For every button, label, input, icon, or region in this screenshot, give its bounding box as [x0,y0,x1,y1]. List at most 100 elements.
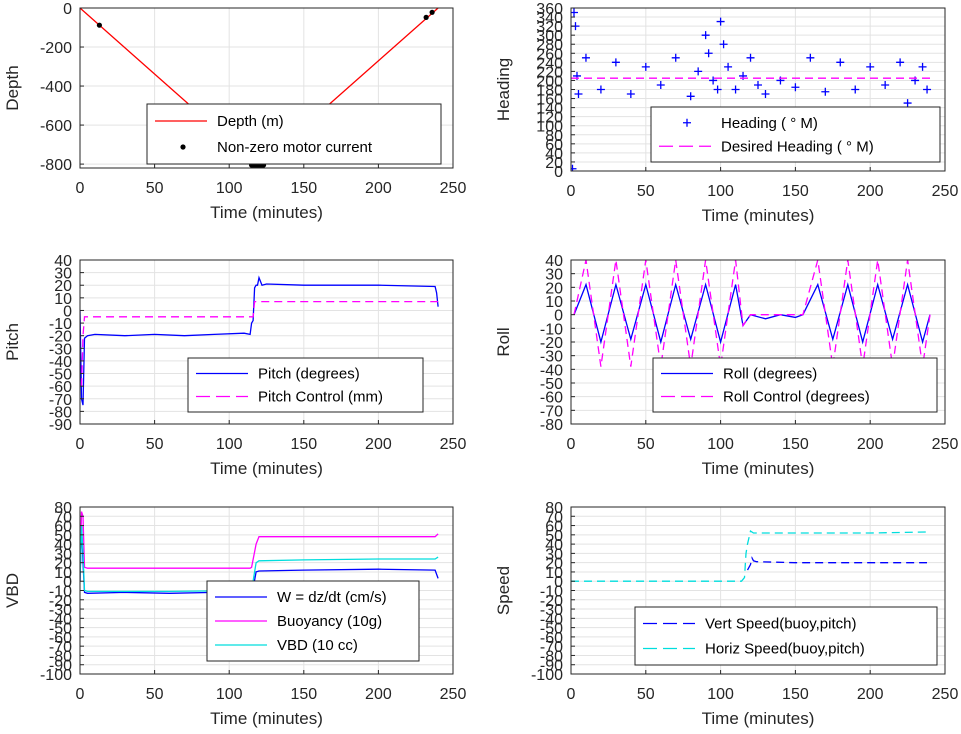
x-tick-label: 150 [782,686,809,703]
series-heading-m-point [713,85,722,94]
y-tick-label: -70 [540,639,563,656]
y-tick-label: 40 [545,537,563,554]
y-tick-label: 120 [536,110,563,127]
legend-item-non-zero-motor-current-swatch [180,144,186,150]
y-tick-label: -10 [49,584,72,601]
y-tick-label: -50 [540,376,563,393]
series-heading-m-point [626,90,635,99]
series-roll-control-degrees-line [573,260,931,367]
legend: Vert Speed(buoy,pitch) Horiz Speed(buoy,p… [634,606,938,666]
series-heading-m-point [596,85,605,94]
y-tick-label: -400 [40,79,72,96]
legend-item-non-zero-motor-current-label: Non-zero motor current [217,139,373,156]
y-tick-label: -40 [49,611,72,628]
legend-item-roll-degrees-label: Roll (degrees) [723,366,817,383]
legend-item-pitch-degrees-label: Pitch (degrees) [258,366,360,383]
y-tick-label: -100 [40,667,72,684]
y-tick-label: -40 [540,611,563,628]
legend: Pitch (degrees) Pitch Control (mm) [187,357,424,413]
axes-box [79,7,454,169]
legend-item-heading-m-swatch [683,118,691,127]
x-tick-label: 50 [146,180,164,197]
series-heading-m-point [701,31,710,40]
y-tick-label: 10 [54,291,72,308]
x-tick-label: 200 [857,183,884,200]
y-tick-label: -90 [540,658,563,675]
x-tick-label: 0 [76,686,85,703]
series-vert-speed-buoy-pitch-line [746,556,927,571]
series-heading-m-point [866,62,875,71]
y-tick-label: 80 [54,500,72,517]
series-heading-m-point [611,58,620,67]
y-tick-label: 10 [545,294,563,311]
y-tick-label: 260 [536,46,563,63]
series-group [571,530,928,582]
y-tick-label: 320 [536,19,563,36]
y-tick-label: -200 [40,40,72,57]
y-axis-label: Roll [494,327,513,356]
y-tick-label: -80 [540,648,563,665]
series-heading-m-point [851,85,860,94]
chart-heading: 0 50 100 150 200 2500204060801001201401601802… [494,1,958,225]
series-heading-m-point [724,62,733,71]
x-tick-label: 250 [932,436,959,453]
y-tick-label: -50 [540,621,563,638]
x-tick-label: 150 [782,183,809,200]
y-axis-label: Speed [494,566,513,615]
legend: W = dz/dt (cm/s) Buoyancy (10g) VBD (10 cc… [206,580,420,662]
series-heading-m-point [716,17,725,26]
x-tick-label: 100 [216,180,243,197]
y-axis-label: Heading [494,58,513,121]
series-heading-m-point [881,80,890,89]
series-heading-m-point [821,87,830,96]
series-heading-m-point [896,58,905,67]
legend-item-roll-control-degrees-label: Roll Control (degrees) [723,389,870,406]
y-tick-label: -60 [540,630,563,647]
legend-box [146,103,442,165]
series-heading-m-point [791,83,800,92]
y-tick-label: 0 [63,1,72,18]
chart-speed: 0 50 100 150 200 25080706050403020100-10-20-3… [494,500,958,728]
y-tick-label: 30 [545,267,563,284]
legend-box [634,606,938,666]
chart-vbd: 0 50 100 150 200 25080706050403020100-10-20-3… [3,500,466,728]
y-tick-label: -20 [540,593,563,610]
y-tick-label: 20 [545,556,563,573]
x-tick-label: 200 [365,180,392,197]
legend-box [652,357,938,413]
y-tick-label: 160 [536,92,563,109]
x-axis-label: Time (minutes) [210,459,323,478]
y-tick-label: 240 [536,55,563,72]
y-tick-label: -60 [49,630,72,647]
y-tick-label: -70 [540,403,563,420]
legend-item-horiz-speed-buoy-pitch-label: Horiz Speed(buoy,pitch) [705,641,865,658]
series-non-zero-motor-current-point [96,22,102,28]
y-tick-label: 20 [54,556,72,573]
y-tick-label: -100 [531,667,563,684]
y-tick-label: 20 [545,155,563,172]
y-tick-label: 0 [63,574,72,591]
series-heading-m-point [581,53,590,62]
series-heading-m-point [641,62,650,71]
legend-item-w-dz-dt-cm-s-label: W = dz/dt (cm/s) [277,589,387,606]
series-group [573,260,931,367]
x-tick-label: 50 [637,436,655,453]
y-tick-label: -30 [49,341,72,358]
y-tick-label: -40 [49,354,72,371]
series-heading-m-point [574,90,583,99]
series-heading-m-point [806,53,815,62]
y-tick-label: 280 [536,37,563,54]
y-tick-label: 0 [554,308,563,325]
y-tick-label: 300 [536,28,563,45]
x-tick-label: 50 [637,686,655,703]
y-tick-label: 0 [63,303,72,320]
series-heading-m-point [686,92,695,101]
legend-item-depth-m-label: Depth (m) [217,113,284,130]
legend-item-desired-heading-m-label: Desired Heading ( ° M) [721,138,874,155]
x-axis-label: Time (minutes) [210,203,323,222]
y-tick-label: 50 [54,528,72,545]
x-axis-label: Time (minutes) [702,459,815,478]
x-tick-label: 100 [707,436,734,453]
series-heading-m-point [719,40,728,49]
